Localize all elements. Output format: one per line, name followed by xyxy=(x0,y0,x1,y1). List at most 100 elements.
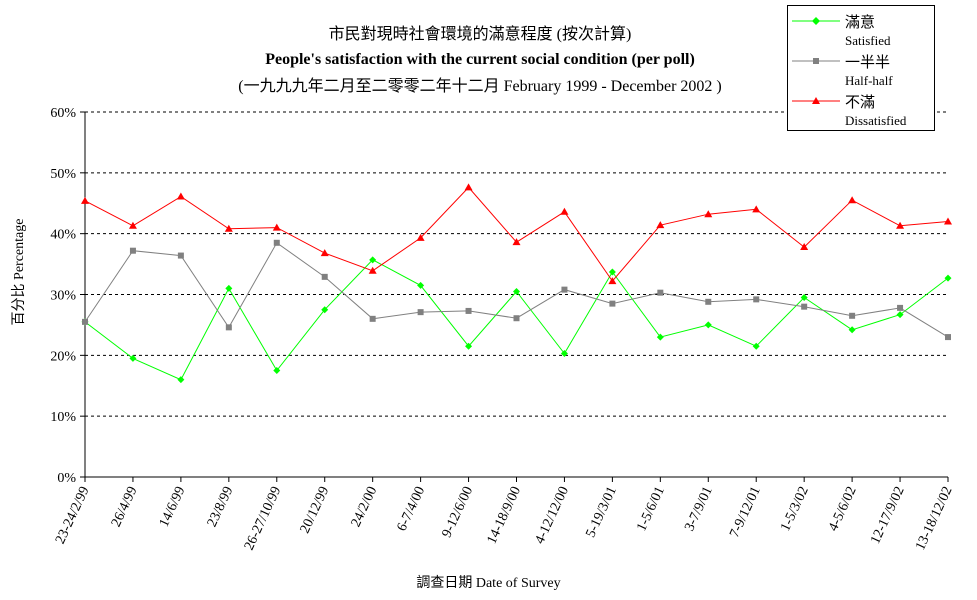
data-point-halfhalf xyxy=(177,252,184,259)
data-point-dissatisfied xyxy=(272,223,281,231)
data-point-halfhalf xyxy=(465,307,472,314)
legend-label-en: Dissatisfied xyxy=(845,113,907,128)
y-tick-label: 20% xyxy=(50,349,76,364)
data-point-halfhalf xyxy=(849,312,856,319)
data-point-dissatisfied xyxy=(176,192,185,200)
x-tick-label: 1-5/6/01 xyxy=(634,484,668,533)
data-point-satisfied xyxy=(896,311,904,319)
x-tick-label: 14/6/99 xyxy=(157,484,189,529)
data-point-dissatisfied xyxy=(848,196,857,204)
data-point-halfhalf xyxy=(82,318,88,325)
chart-title-english: People's satisfaction with the current s… xyxy=(265,51,695,68)
legend-label-en: Half-half xyxy=(845,73,893,88)
legend-label-zh: 滿意 xyxy=(845,15,876,31)
data-point-halfhalf xyxy=(417,309,424,316)
data-point-satisfied xyxy=(321,306,329,314)
data-point-satisfied xyxy=(944,274,952,282)
x-tick-label: 24/2/00 xyxy=(349,484,381,529)
x-tick-label: 23-24/2/99 xyxy=(53,484,93,546)
data-point-dissatisfied xyxy=(512,238,521,246)
chart-title-chinese: 市民對現時社會環境的滿意程度 (按次計算) xyxy=(328,26,632,43)
data-point-satisfied xyxy=(704,321,712,329)
data-point-dissatisfied xyxy=(752,205,761,213)
axes xyxy=(80,111,949,482)
data-point-dissatisfied xyxy=(800,243,809,251)
series-dissatisfied xyxy=(81,183,952,285)
data-point-halfhalf xyxy=(321,273,328,280)
data-point-dissatisfied xyxy=(896,221,905,229)
legend-marker-halfhalf xyxy=(792,58,840,64)
legend-marker-satisfied xyxy=(792,17,840,25)
y-tick-label: 30% xyxy=(50,289,76,304)
x-tick-label: 9-12/6/00 xyxy=(440,484,477,540)
data-point-halfhalf xyxy=(225,324,232,331)
data-point-satisfied xyxy=(273,367,281,375)
data-point-satisfied xyxy=(225,284,233,292)
data-point-dissatisfied xyxy=(464,183,473,191)
data-point-halfhalf xyxy=(273,239,280,246)
y-tick-label: 60% xyxy=(50,106,76,121)
data-point-dissatisfied xyxy=(128,221,137,229)
x-tick-label: 12-17/9/02 xyxy=(868,484,908,546)
data-point-dissatisfied xyxy=(560,207,569,215)
legend-item-satisfied: 滿意 Satisfied xyxy=(788,10,934,50)
legend-label-en: Satisfied xyxy=(845,33,891,48)
x-tick-label: 1-5/3/02 xyxy=(778,484,812,533)
y-tick-label: 10% xyxy=(50,410,76,425)
data-point-halfhalf xyxy=(513,315,520,322)
data-point-halfhalf xyxy=(753,296,760,303)
data-point-dissatisfied xyxy=(944,217,952,225)
legend: 滿意 Satisfied 一半半 Half-half 不滿 Dissatisfi… xyxy=(787,5,935,131)
y-tick-labels: 0% 10% 20% 30% 40% 50% 60% xyxy=(50,106,76,486)
data-point-halfhalf xyxy=(897,304,904,311)
chart-subtitle: (一九九九年二月至二零零二年十二月 February 1999 - Decemb… xyxy=(238,78,722,95)
data-point-halfhalf xyxy=(657,289,664,296)
legend-label-zh: 不滿 xyxy=(845,95,876,111)
data-point-satisfied xyxy=(608,268,616,276)
x-tick-label: 3-7/9/01 xyxy=(682,484,716,533)
x-tick-label: 26-27/10/99 xyxy=(242,484,285,552)
x-tick-labels: 23-24/2/99 26/4/99 14/6/99 23/8/99 26-27/10/… xyxy=(53,484,956,552)
data-point-satisfied xyxy=(417,281,425,289)
data-point-dissatisfied xyxy=(656,221,665,229)
data-point-dissatisfied xyxy=(704,210,713,218)
data-point-dissatisfied xyxy=(81,196,89,204)
data-point-satisfied xyxy=(465,342,473,350)
data-point-satisfied xyxy=(369,256,377,264)
data-point-halfhalf xyxy=(369,315,376,322)
data-point-satisfied xyxy=(177,376,185,384)
x-tick-label: 14-18/9/00 xyxy=(485,484,525,546)
series-lines xyxy=(81,183,952,384)
legend-item-dissatisfied: 不滿 Dissatisfied xyxy=(788,90,934,130)
x-tick-label: 4-12/12/00 xyxy=(533,484,573,546)
y-axis-label: 百分比 Percentage xyxy=(12,218,27,326)
series-halfhalf xyxy=(82,239,951,341)
data-point-satisfied xyxy=(752,342,760,350)
y-tick-label: 0% xyxy=(57,471,76,486)
legend-label-zh: 一半半 xyxy=(845,55,891,71)
y-tick-label: 50% xyxy=(50,167,76,182)
data-point-dissatisfied xyxy=(320,249,329,257)
x-tick-label: 4-5/6/02 xyxy=(826,484,860,533)
x-tick-label: 7-9/12/01 xyxy=(727,484,764,540)
series-line-dissatisfied xyxy=(84,186,949,282)
data-point-dissatisfied xyxy=(368,266,377,274)
x-tick-label: 13-18/12/02 xyxy=(913,484,956,552)
x-tick-label: 23/8/99 xyxy=(205,484,237,529)
legend-marker-dissatisfied xyxy=(792,97,840,104)
data-point-dissatisfied xyxy=(224,224,233,232)
data-point-dissatisfied xyxy=(608,277,617,285)
x-tick-label: 20/12/99 xyxy=(298,484,333,535)
data-point-satisfied xyxy=(800,294,808,302)
data-point-halfhalf xyxy=(609,300,616,307)
data-point-dissatisfied xyxy=(416,233,425,241)
data-point-satisfied xyxy=(848,326,856,334)
data-point-halfhalf xyxy=(705,298,712,305)
data-point-halfhalf xyxy=(129,247,136,254)
x-axis-label: 調查日期 Date of Survey xyxy=(416,576,561,591)
data-point-halfhalf xyxy=(561,286,568,293)
legend-item-halfhalf: 一半半 Half-half xyxy=(788,50,934,90)
x-tick-label: 5-19/3/01 xyxy=(583,484,620,540)
data-point-halfhalf xyxy=(801,303,808,310)
